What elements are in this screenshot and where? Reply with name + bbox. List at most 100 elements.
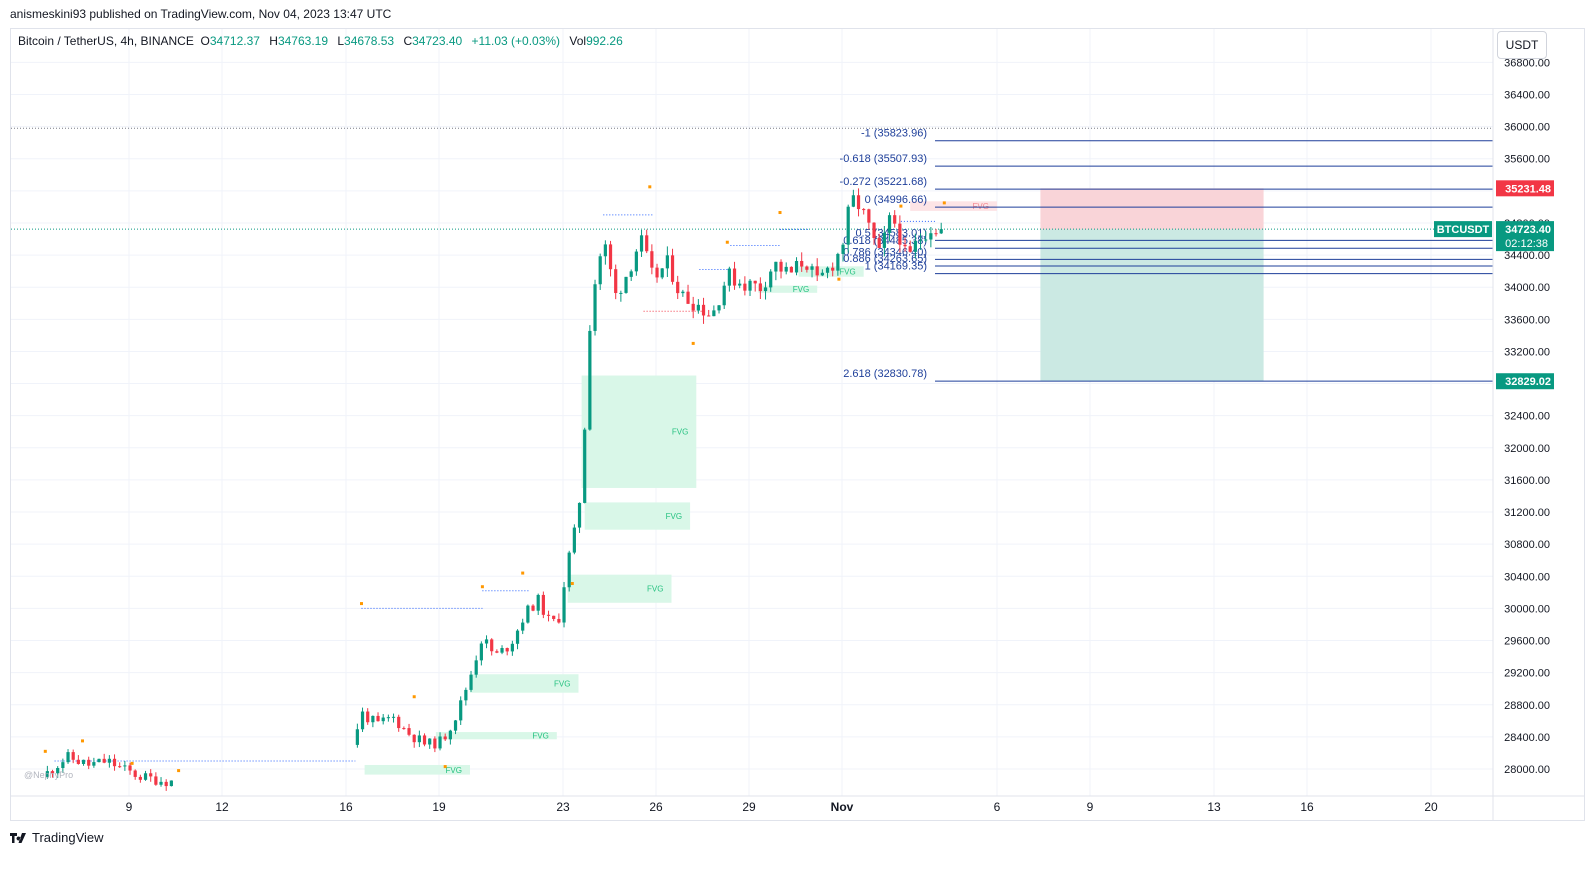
candle-body (583, 429, 587, 503)
candle-body (619, 292, 623, 294)
fvg-zone (910, 201, 997, 211)
candle-body (474, 660, 478, 675)
fvg-label: FVG (666, 512, 682, 521)
price-tick-label: 28400.00 (1504, 732, 1550, 744)
risk-zone (1040, 188, 1264, 230)
candle-body (567, 552, 571, 588)
price-tick-label: 33200.00 (1504, 346, 1550, 358)
candle-body (531, 605, 535, 611)
time-tick-label: 12 (215, 800, 229, 814)
swing-dot (177, 769, 181, 773)
symbol-name[interactable]: Bitcoin / TetherUS, 4h, BINANCE (18, 34, 194, 48)
time-tick-label: 26 (649, 800, 663, 814)
candle-body (112, 758, 117, 767)
candle-body (128, 765, 132, 771)
candle-body (123, 765, 127, 767)
chart-frame (10, 28, 1585, 821)
candle-body (56, 768, 60, 774)
candle-body (428, 738, 432, 745)
candle-body (877, 238, 881, 248)
candle-body (841, 244, 845, 254)
candle-body (722, 285, 726, 306)
candle-body (784, 266, 788, 272)
candle-body (908, 246, 912, 252)
candle-body (577, 502, 582, 528)
candle-body (882, 232, 886, 248)
candle-body (355, 729, 359, 745)
fib-label: 0.886 (34263.65) (843, 253, 927, 265)
candle-body (645, 235, 649, 252)
time-tick-label: 16 (339, 800, 353, 814)
candle-body (76, 759, 80, 764)
swing-dot (360, 602, 363, 606)
candle-body (929, 233, 933, 240)
publisher-line: anismeskini93 published on TradingView.c… (10, 7, 392, 21)
candle-body (484, 639, 489, 644)
open-label: O (200, 34, 210, 48)
close-value: 34723.40 (412, 34, 463, 48)
candle-body (510, 643, 514, 652)
price-tick-label: 34000.00 (1504, 282, 1550, 294)
price-tick-label: 32400.00 (1504, 411, 1550, 423)
candle-body (557, 618, 561, 623)
candle-body (541, 594, 545, 615)
price-axis[interactable]: 36800.0036400.0036000.0035600.0035200.00… (1434, 29, 1554, 821)
candle-body (939, 229, 943, 234)
fvg-zone (470, 674, 579, 693)
candle-body (448, 730, 452, 740)
candle-body (386, 717, 390, 719)
candle-body (490, 639, 494, 652)
candle-body (696, 304, 700, 311)
time-tick-label: 13 (1207, 800, 1221, 814)
candle-body (681, 291, 685, 294)
price-tick-label: 36800.00 (1504, 57, 1550, 69)
candle-body (624, 276, 628, 293)
candle-body (732, 268, 737, 286)
volume-label: Vol (569, 34, 587, 48)
levels-layer: -1 (35823.96) -0.618 (35507.93) -0.272 (35… (11, 127, 1493, 762)
candle-body (417, 735, 421, 743)
price-tick-label: 28800.00 (1504, 700, 1550, 712)
footer-brand[interactable]: TradingView (10, 828, 104, 848)
candle-body (397, 716, 401, 729)
candle-body (500, 648, 504, 653)
price-tick-label: 34400.00 (1504, 250, 1550, 262)
candle-body (107, 758, 111, 763)
fvg-label: FVG (647, 585, 663, 594)
footer-brand-label: TradingView (32, 830, 104, 845)
low-value: 34678.53 (344, 34, 395, 48)
candle-body (360, 711, 365, 730)
candle-body (934, 233, 938, 235)
candle-body (800, 260, 804, 267)
swing-dot (778, 211, 782, 215)
candle-body (712, 310, 716, 317)
candle-body (707, 315, 711, 317)
time-axis[interactable]: 9 12 16 19 23 26 29 Nov 6 9 13 16 20 (11, 795, 1585, 814)
symbol-tag (1434, 221, 1492, 238)
time-tick-label: Nov (831, 800, 854, 814)
candle-body (402, 728, 406, 730)
price-tick-label: 30000.00 (1504, 603, 1550, 615)
candle-body (376, 715, 380, 722)
candle-body (381, 717, 385, 722)
candle-body (118, 766, 122, 768)
candle-body (546, 614, 551, 616)
candle-body (676, 281, 680, 294)
swing-dot (412, 695, 416, 699)
candle-body (154, 776, 158, 785)
price-tick-label: 31200.00 (1504, 507, 1550, 519)
candle-body (593, 284, 597, 331)
candle-body (588, 330, 592, 430)
zones-layer: FVG FVG FVG FVG FVG FVG FVG FVG FVG (364, 188, 1264, 775)
currency-button[interactable]: USDT (1497, 31, 1547, 59)
price-tick-label: 33600.00 (1504, 314, 1550, 326)
fvg-label: FVG (446, 766, 462, 775)
candle-body (634, 251, 638, 272)
candle-body (479, 643, 483, 661)
volume-value: 992.26 (586, 34, 623, 48)
fib-label: 1 (34169.35) (865, 261, 927, 273)
candle-body (805, 266, 809, 270)
time-tick-label: 6 (994, 800, 1001, 814)
price-tick-label: 30400.00 (1504, 571, 1550, 583)
